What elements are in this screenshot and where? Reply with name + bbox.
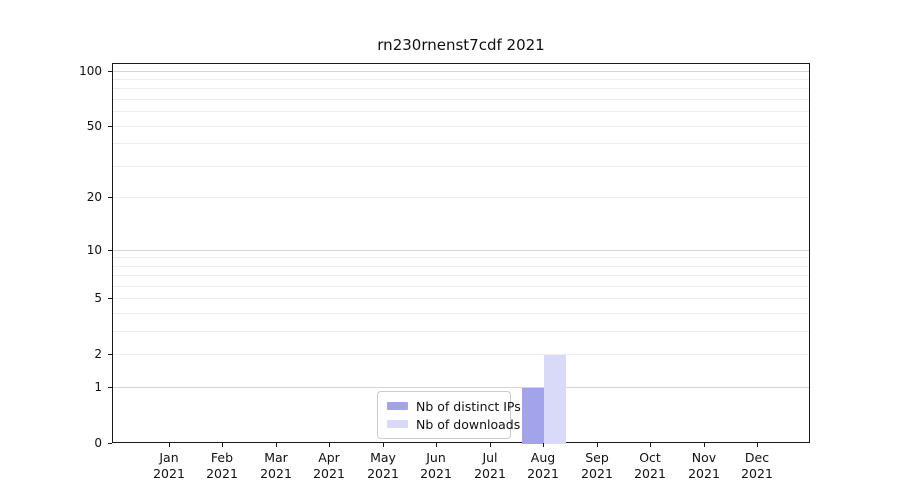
x-tick-mark (383, 443, 384, 447)
x-tick-mark (222, 443, 223, 447)
y-tick-mark (108, 250, 112, 251)
y-tick-label: 1 (94, 380, 102, 394)
y-tick-mark (108, 71, 112, 72)
y-tick-mark (108, 298, 112, 299)
y-tick-label: 0 (94, 436, 102, 450)
bar-downloads (544, 355, 566, 444)
gridline-major (113, 70, 809, 72)
y-tick-label: 50 (86, 119, 102, 133)
gridline-minor (113, 257, 809, 259)
x-tick-mark (329, 443, 330, 447)
x-tick-label: Sep 2021 (581, 450, 613, 481)
gridline-minor (113, 143, 809, 145)
y-tick-label: 2 (94, 347, 102, 361)
y-tick-mark (108, 126, 112, 127)
x-tick-label: Feb 2021 (206, 450, 238, 481)
legend-swatch-downloads-icon (387, 420, 408, 428)
gridline-major (113, 387, 809, 389)
x-tick-label: Aug 2021 (527, 450, 559, 481)
legend-label-downloads: Nb of downloads (416, 416, 521, 432)
x-tick-mark (436, 443, 437, 447)
x-tick-mark (650, 443, 651, 447)
y-tick-label: 100 (79, 64, 102, 78)
y-tick-mark (108, 387, 112, 388)
y-tick-label: 20 (86, 190, 102, 204)
bar-distinct-ips (522, 388, 544, 444)
x-tick-label: Jun 2021 (420, 450, 452, 481)
x-tick-mark (169, 443, 170, 447)
x-tick-label: Oct 2021 (634, 450, 666, 481)
x-tick-label: Dec 2021 (741, 450, 773, 481)
legend-item-downloads: Nb of downloads (387, 415, 520, 433)
y-tick-mark (108, 354, 112, 355)
legend-swatch-distinct-ips-icon (387, 402, 408, 410)
legend-item-distinct-ips: Nb of distinct IPs (387, 397, 521, 415)
x-tick-mark (597, 443, 598, 447)
gridline-minor (113, 165, 809, 167)
gridline-minor (113, 111, 809, 113)
y-tick-label: 5 (94, 291, 102, 305)
x-tick-mark (490, 443, 491, 447)
gridline-minor (113, 275, 809, 277)
y-tick-mark (108, 443, 112, 444)
gridline-minor (113, 88, 809, 90)
x-tick-label: Jul 2021 (474, 450, 506, 481)
x-tick-label: Mar 2021 (260, 450, 292, 481)
gridline-minor (113, 79, 809, 81)
gridline-minor (113, 354, 809, 356)
y-tick-mark (108, 197, 112, 198)
plot-area (112, 63, 810, 444)
gridline-minor (113, 197, 809, 199)
gridline-minor (113, 331, 809, 333)
x-tick-mark (276, 443, 277, 447)
legend: Nb of distinct IPs Nb of downloads (377, 391, 521, 439)
gridline-minor (113, 125, 809, 127)
x-tick-mark (757, 443, 758, 447)
gridline-minor (113, 298, 809, 300)
legend-label-distinct-ips: Nb of distinct IPs (416, 398, 521, 414)
chart-title: rn230rnenst7cdf 2021 (377, 36, 545, 54)
gridline-minor (113, 265, 809, 267)
x-tick-label: Nov 2021 (688, 450, 720, 481)
x-tick-label: Apr 2021 (313, 450, 345, 481)
gridline-minor (113, 285, 809, 287)
y-tick-label: 10 (86, 243, 102, 257)
x-tick-mark (704, 443, 705, 447)
x-tick-label: May 2021 (367, 450, 399, 481)
gridline-minor (113, 99, 809, 101)
gridline-minor (113, 313, 809, 315)
x-tick-mark (543, 443, 544, 447)
x-tick-label: Jan 2021 (153, 450, 185, 481)
gridline-major (113, 249, 809, 251)
